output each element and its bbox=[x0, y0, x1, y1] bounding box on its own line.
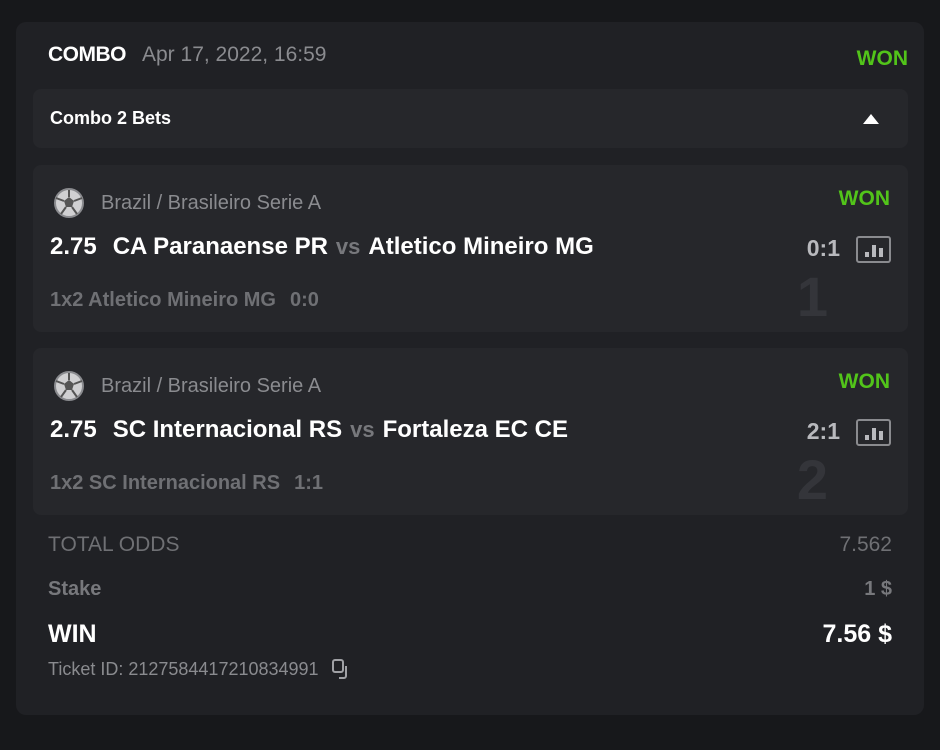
soccer-ball-icon bbox=[54, 371, 84, 401]
total-odds-row: TOTAL ODDS 7.562 bbox=[48, 533, 892, 557]
stats-icon[interactable] bbox=[856, 236, 891, 263]
bet-date: Apr 17, 2022, 16:59 bbox=[142, 43, 327, 66]
ticket-status-badge: WON bbox=[856, 47, 908, 70]
league-name: Brazil / Brasileiro Serie A bbox=[101, 191, 322, 214]
league: Brazil / Brasileiro Serie A bbox=[53, 187, 321, 219]
leg-status: WON bbox=[838, 370, 890, 393]
combo-label: Combo 2 Bets bbox=[50, 108, 172, 128]
total-odds-value: 7.562 bbox=[839, 533, 892, 556]
market-score: 1:1 bbox=[294, 472, 323, 494]
win-row: WIN 7.56 $ bbox=[48, 620, 892, 649]
home-team: SC Internacional RS bbox=[112, 416, 343, 443]
away-team: Atletico Mineiro MG bbox=[368, 233, 594, 260]
league: Brazil / Brasileiro Serie A bbox=[53, 370, 321, 402]
win-value: 7.56 $ bbox=[822, 620, 892, 648]
away-team: Fortaleza EC CE bbox=[382, 416, 568, 443]
ticket-header: COMBO Apr 17, 2022, 16:59 WON bbox=[48, 40, 908, 70]
home-team: CA Paranaense PR bbox=[112, 233, 328, 260]
stats-icon[interactable] bbox=[856, 419, 891, 446]
market-label: 1x2 Atletico Mineiro MG bbox=[50, 289, 276, 311]
market-score: 0:0 bbox=[289, 289, 319, 311]
bet-type: COMBO bbox=[48, 43, 127, 66]
market-pick: 1x2 Atletico Mineiro MG 0:0 bbox=[50, 289, 319, 312]
match: 2.75 SC Internacional RS vs Fortaleza EC… bbox=[50, 416, 568, 444]
bet-leg: 2 Brazil / Brasileiro Serie A WON 2.75 S… bbox=[33, 348, 908, 515]
copy-icon[interactable] bbox=[331, 658, 351, 680]
market-label: 1x2 SC Internacional RS bbox=[50, 472, 281, 494]
bet-ticket-card: COMBO Apr 17, 2022, 16:59 WON Combo 2 Be… bbox=[16, 22, 924, 715]
match: 2.75 CA Paranaense PR vs Atletico Mineir… bbox=[50, 233, 594, 261]
leg-odds: 2.75 bbox=[50, 416, 97, 443]
soccer-ball-icon bbox=[54, 188, 84, 218]
ticket-id-row: Ticket ID: 2127584417210834991 bbox=[48, 658, 351, 680]
stake-row: Stake 1 $ bbox=[48, 578, 892, 601]
bet-leg: 1 Brazil / Brasileiro Serie A WON 2.75 C… bbox=[33, 165, 908, 332]
combo-toggle[interactable]: Combo 2 Bets bbox=[33, 89, 908, 148]
match-score: 0:1 bbox=[806, 235, 840, 261]
vs-label: vs bbox=[350, 417, 375, 442]
league-name: Brazil / Brasileiro Serie A bbox=[101, 374, 322, 397]
ticket-id: Ticket ID: 2127584417210834991 bbox=[48, 658, 319, 679]
stake-label: Stake bbox=[48, 578, 102, 600]
leg-index-watermark: 1 bbox=[796, 265, 828, 328]
chevron-up-icon[interactable] bbox=[863, 113, 879, 124]
match-score: 2:1 bbox=[806, 418, 840, 444]
leg-index-watermark: 2 bbox=[796, 448, 828, 511]
leg-status: WON bbox=[838, 187, 890, 210]
stake-value: 1 $ bbox=[864, 578, 892, 600]
total-odds-label: TOTAL ODDS bbox=[48, 533, 180, 556]
vs-label: vs bbox=[335, 234, 361, 259]
market-pick: 1x2 SC Internacional RS 1:1 bbox=[50, 472, 323, 495]
leg-odds: 2.75 bbox=[50, 233, 97, 260]
win-label: WIN bbox=[48, 620, 97, 648]
